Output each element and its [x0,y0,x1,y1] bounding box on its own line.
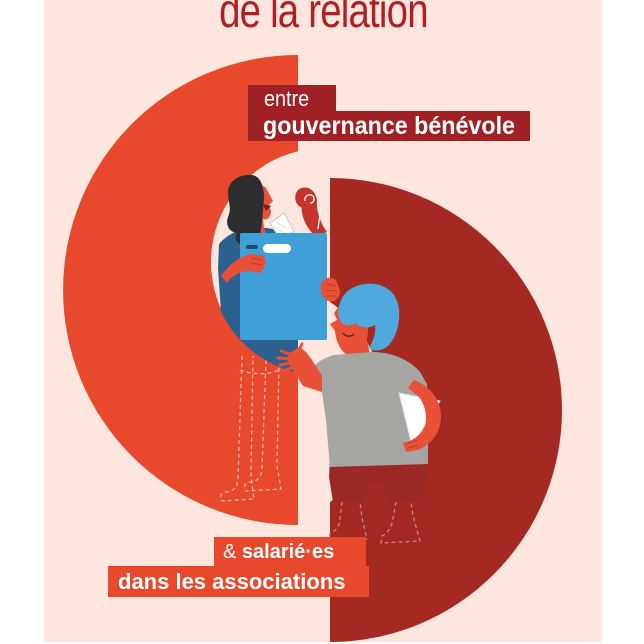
banner-gouvernance-benevole: gouvernance bénévole [248,111,530,141]
archive-box [240,233,327,340]
employee-hair [338,283,400,351]
employee-right-arm [403,380,441,452]
box-slot [246,245,258,249]
scroll [295,187,327,237]
ampersand: & [223,541,237,563]
box-handle [263,244,291,253]
volunteer-figure [218,174,340,373]
volunteer-left-arm [221,254,266,283]
ghost-feet-right-figure [328,501,421,544]
banner-entre: entre [248,85,336,111]
banner-salaries: & salarié·es [214,537,366,567]
page-title: de la relation [218,0,428,38]
pants [329,458,429,502]
ghost-legs-left-figure [219,355,282,502]
volunteer-mouth [263,204,271,211]
shirt [305,352,428,467]
employee-figure [276,283,441,502]
employee-extended-arm [287,347,322,392]
banner-dans-les-associations: dans les associations [108,566,369,597]
employee-mouth [342,332,355,337]
